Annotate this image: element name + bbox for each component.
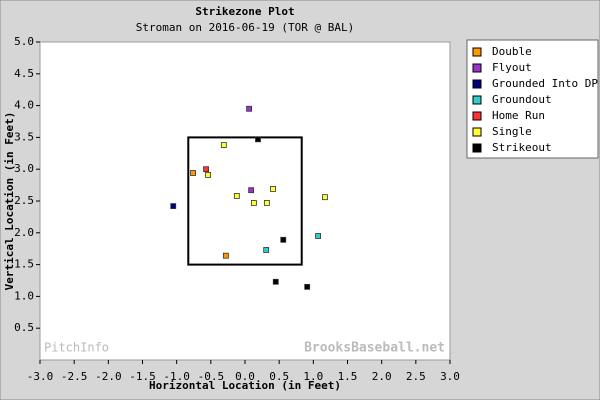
- x-tick-label: 0.0: [235, 370, 255, 383]
- y-tick-label: 1.0: [14, 289, 34, 302]
- legend-label: Home Run: [492, 109, 545, 122]
- pitch-point: [205, 172, 212, 178]
- pitch-point: [248, 187, 255, 194]
- y-tick-label: 4.5: [14, 67, 34, 80]
- y-tick-label: 3.0: [14, 162, 34, 175]
- legend-label: Single: [492, 125, 532, 138]
- pitch-point: [222, 252, 229, 259]
- plot-area: [39, 41, 451, 361]
- watermark: BrooksBaseball.net: [304, 341, 445, 356]
- legend-label: Strikeout: [492, 141, 552, 154]
- legend-label: Double: [492, 45, 532, 58]
- x-tick-label: 2.5: [406, 370, 426, 383]
- pitch-point: [170, 203, 177, 209]
- legend-swatch: [472, 47, 482, 57]
- pitch-point: [250, 200, 257, 206]
- watermark: PitchInfo: [44, 341, 109, 355]
- chart-subtitle: Stroman on 2016-06-19 (TOR @ BAL): [136, 21, 355, 34]
- x-tick-label: 3.0: [440, 370, 460, 383]
- pitch-point: [263, 247, 270, 253]
- pitch-point: [315, 233, 322, 239]
- legend-swatch: [472, 143, 482, 153]
- x-tick-label: -2.0: [95, 370, 122, 383]
- pitch-point: [190, 170, 196, 176]
- pitch-point: [263, 200, 270, 206]
- y-axis-label: Vertical Location (in Feet): [3, 112, 16, 291]
- legend-swatch: [472, 127, 482, 137]
- y-tick-label: 1.5: [14, 258, 34, 271]
- pitch-point: [272, 278, 279, 285]
- legend-swatch: [472, 79, 482, 89]
- x-axis-label: Horizontal Location (in Feet): [149, 379, 341, 392]
- x-tick-label: 0.5: [269, 370, 289, 383]
- x-tick-label: -1.0: [163, 370, 190, 383]
- pitch-point: [322, 194, 328, 201]
- pitch-point: [304, 283, 311, 290]
- legend-label: Grounded Into DP: [492, 77, 598, 90]
- legend-label: Flyout: [492, 61, 532, 74]
- pitch-point: [246, 105, 253, 112]
- y-tick-label: 4.0: [14, 99, 34, 112]
- pitch-point: [203, 166, 209, 173]
- legend-swatch: [472, 63, 482, 73]
- x-tick-label: -3.0: [27, 370, 54, 383]
- y-tick-label: 3.5: [14, 130, 34, 143]
- x-tick-label: -2.5: [61, 370, 88, 383]
- pitch-point: [233, 193, 240, 199]
- pitch-point: [255, 136, 261, 143]
- x-tick-label: 2.0: [372, 370, 392, 383]
- x-tick-label: -1.5: [129, 370, 156, 383]
- legend-swatch: [472, 95, 482, 105]
- y-tick-label: 5.0: [14, 35, 34, 48]
- chart-title: Strikezone Plot: [195, 5, 294, 18]
- strike-zone: [187, 136, 303, 266]
- pitch-point: [220, 142, 227, 148]
- x-tick-label: -0.5: [198, 370, 225, 383]
- x-tick-label: 1.0: [303, 370, 323, 383]
- x-tick-label: 1.5: [338, 370, 358, 383]
- legend: [466, 39, 599, 159]
- pitch-point: [270, 186, 276, 192]
- y-tick-label: 2.0: [14, 226, 34, 239]
- pitch-point: [280, 236, 287, 243]
- legend-label: Groundout: [492, 93, 552, 106]
- y-tick-label: 2.5: [14, 194, 34, 207]
- legend-swatch: [472, 111, 482, 121]
- y-tick-label: 0.5: [14, 321, 34, 334]
